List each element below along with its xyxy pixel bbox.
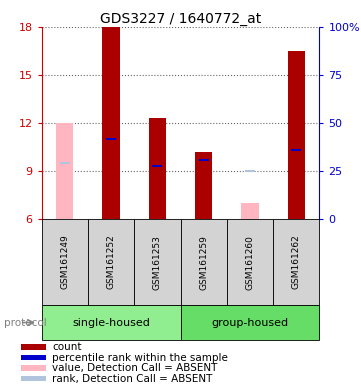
Bar [134, 219, 180, 305]
Text: group-housed: group-housed [212, 318, 288, 328]
Bar [21, 344, 46, 350]
Bar [21, 366, 46, 371]
Text: GSM161252: GSM161252 [106, 235, 116, 290]
Text: GSM161262: GSM161262 [292, 235, 301, 290]
Bar [21, 376, 46, 381]
Text: percentile rank within the sample: percentile rank within the sample [52, 353, 228, 362]
Bar [180, 305, 319, 340]
Bar [291, 149, 301, 151]
Bar [199, 159, 209, 161]
Text: GSM161253: GSM161253 [153, 235, 162, 290]
Bar [106, 138, 116, 140]
Text: GSM161260: GSM161260 [245, 235, 255, 290]
Text: rank, Detection Call = ABSENT: rank, Detection Call = ABSENT [52, 374, 213, 384]
Bar [21, 355, 46, 360]
Bar [273, 219, 319, 305]
Bar [195, 152, 213, 219]
Bar [102, 27, 120, 219]
Bar [88, 219, 134, 305]
Text: protocol: protocol [4, 318, 46, 328]
Bar [180, 219, 227, 305]
Bar [287, 51, 305, 219]
Bar [148, 118, 166, 219]
Text: single-housed: single-housed [72, 318, 150, 328]
Bar [152, 165, 162, 167]
Bar [42, 219, 88, 305]
Text: count: count [52, 342, 82, 352]
Bar [227, 219, 273, 305]
Bar [42, 305, 180, 340]
Bar [56, 123, 74, 219]
Text: GSM161259: GSM161259 [199, 235, 208, 290]
Bar [245, 170, 255, 172]
Text: GSM161249: GSM161249 [60, 235, 69, 290]
Bar [241, 203, 259, 219]
Bar [60, 162, 70, 164]
Title: GDS3227 / 1640772_at: GDS3227 / 1640772_at [100, 12, 261, 26]
Text: value, Detection Call = ABSENT: value, Detection Call = ABSENT [52, 363, 218, 373]
